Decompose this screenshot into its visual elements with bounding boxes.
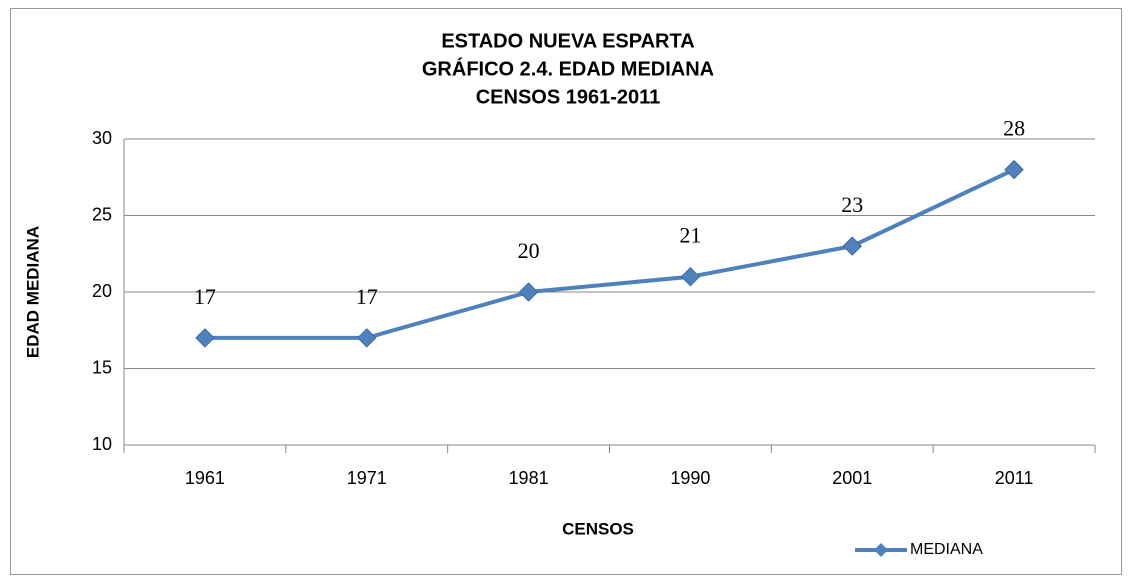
y-tick-label: 25 bbox=[92, 204, 112, 224]
y-tick-label: 20 bbox=[92, 281, 112, 301]
data-point bbox=[357, 328, 377, 348]
y-tick-label: 15 bbox=[92, 357, 112, 377]
legend-marker bbox=[874, 543, 888, 557]
x-axis-title: CENSOS bbox=[562, 519, 634, 538]
x-tick-label: 2011 bbox=[995, 468, 1034, 488]
legend-label: MEDIANA bbox=[910, 541, 983, 558]
data-label: 20 bbox=[518, 238, 540, 263]
chart-title: GRÁFICO 2.4. EDAD MEDIANA bbox=[422, 57, 714, 80]
data-point bbox=[1004, 159, 1024, 180]
x-tick-label: 2001 bbox=[832, 468, 872, 488]
data-label: 23 bbox=[841, 192, 863, 217]
data-point bbox=[195, 328, 215, 348]
chart-title: ESTADO NUEVA ESPARTA bbox=[441, 30, 694, 52]
series-line bbox=[204, 167, 1015, 340]
y-tick-label: 30 bbox=[92, 128, 112, 148]
chart-title: CENSOS 1961-2011 bbox=[476, 86, 661, 108]
data-label: 17 bbox=[194, 284, 216, 309]
y-axis-title: EDAD MEDIANA bbox=[23, 226, 42, 358]
data-point bbox=[842, 236, 862, 256]
x-tick-label: 1990 bbox=[670, 468, 710, 488]
x-tick-label: 1981 bbox=[509, 468, 549, 488]
data-label: 21 bbox=[679, 223, 701, 248]
x-tick-label: 1961 bbox=[185, 468, 225, 488]
x-tick-label: 1971 bbox=[347, 468, 387, 488]
data-point bbox=[518, 282, 539, 302]
data-label: 28 bbox=[1003, 116, 1025, 141]
y-tick-label: 10 bbox=[92, 434, 112, 454]
data-label: 17 bbox=[356, 284, 378, 309]
data-point bbox=[680, 266, 701, 287]
